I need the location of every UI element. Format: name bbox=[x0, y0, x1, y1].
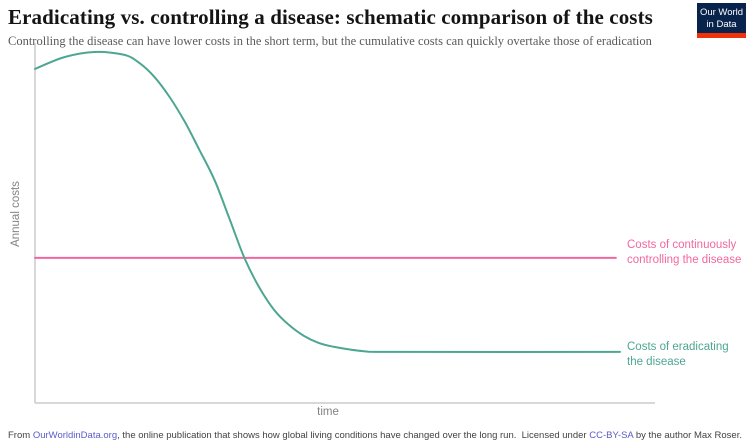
eradication-costs-curve bbox=[34, 50, 621, 353]
series-label-controlling-line1: Costs of continuously bbox=[627, 239, 737, 251]
owid-logo-line2: in Data bbox=[706, 18, 737, 30]
series-label-eradicating-line2: the disease bbox=[627, 356, 686, 368]
footer-license-suffix: by the author Max Roser. bbox=[633, 430, 742, 441]
owid-logo-text: Our World in Data bbox=[697, 3, 746, 33]
y-axis-label: Annual costs bbox=[10, 181, 22, 247]
cc-by-sa-link[interactable]: CC-BY-SA bbox=[589, 430, 634, 441]
footer-license-prefix: Licensed under bbox=[521, 430, 590, 441]
owid-logo[interactable]: Our World in Data bbox=[697, 3, 746, 38]
footer-source-prefix: From bbox=[8, 430, 33, 441]
series-label-eradicating-line1: Costs of eradicating bbox=[627, 341, 729, 353]
page-subtitle: Controlling the disease can have lower c… bbox=[8, 34, 652, 48]
footer-source-note: From OurWorldinData.org, the online publ… bbox=[8, 430, 516, 441]
x-axis-label: time bbox=[317, 406, 339, 418]
page-title: Eradicating vs. controlling a disease: s… bbox=[8, 5, 653, 29]
footer-source-suffix: , the online publication that shows how … bbox=[117, 430, 517, 441]
owid-org-link[interactable]: OurWorldinData.org bbox=[32, 430, 118, 441]
footer-license-note: Licensed under CC-BY-SA by the author Ma… bbox=[522, 430, 742, 441]
chart-footer: From OurWorldinData.org, the online publ… bbox=[0, 430, 750, 441]
chart-header: Eradicating vs. controlling a disease: s… bbox=[0, 0, 750, 49]
series-label-controlling: Costs of continuously controlling the di… bbox=[627, 238, 741, 268]
owid-logo-red-bar bbox=[697, 33, 746, 38]
owid-logo-line1: Our World bbox=[699, 7, 744, 18]
series-label-controlling-line2: controlling the disease bbox=[627, 254, 742, 266]
series-label-eradicating: Costs of eradicating the disease bbox=[627, 340, 729, 370]
